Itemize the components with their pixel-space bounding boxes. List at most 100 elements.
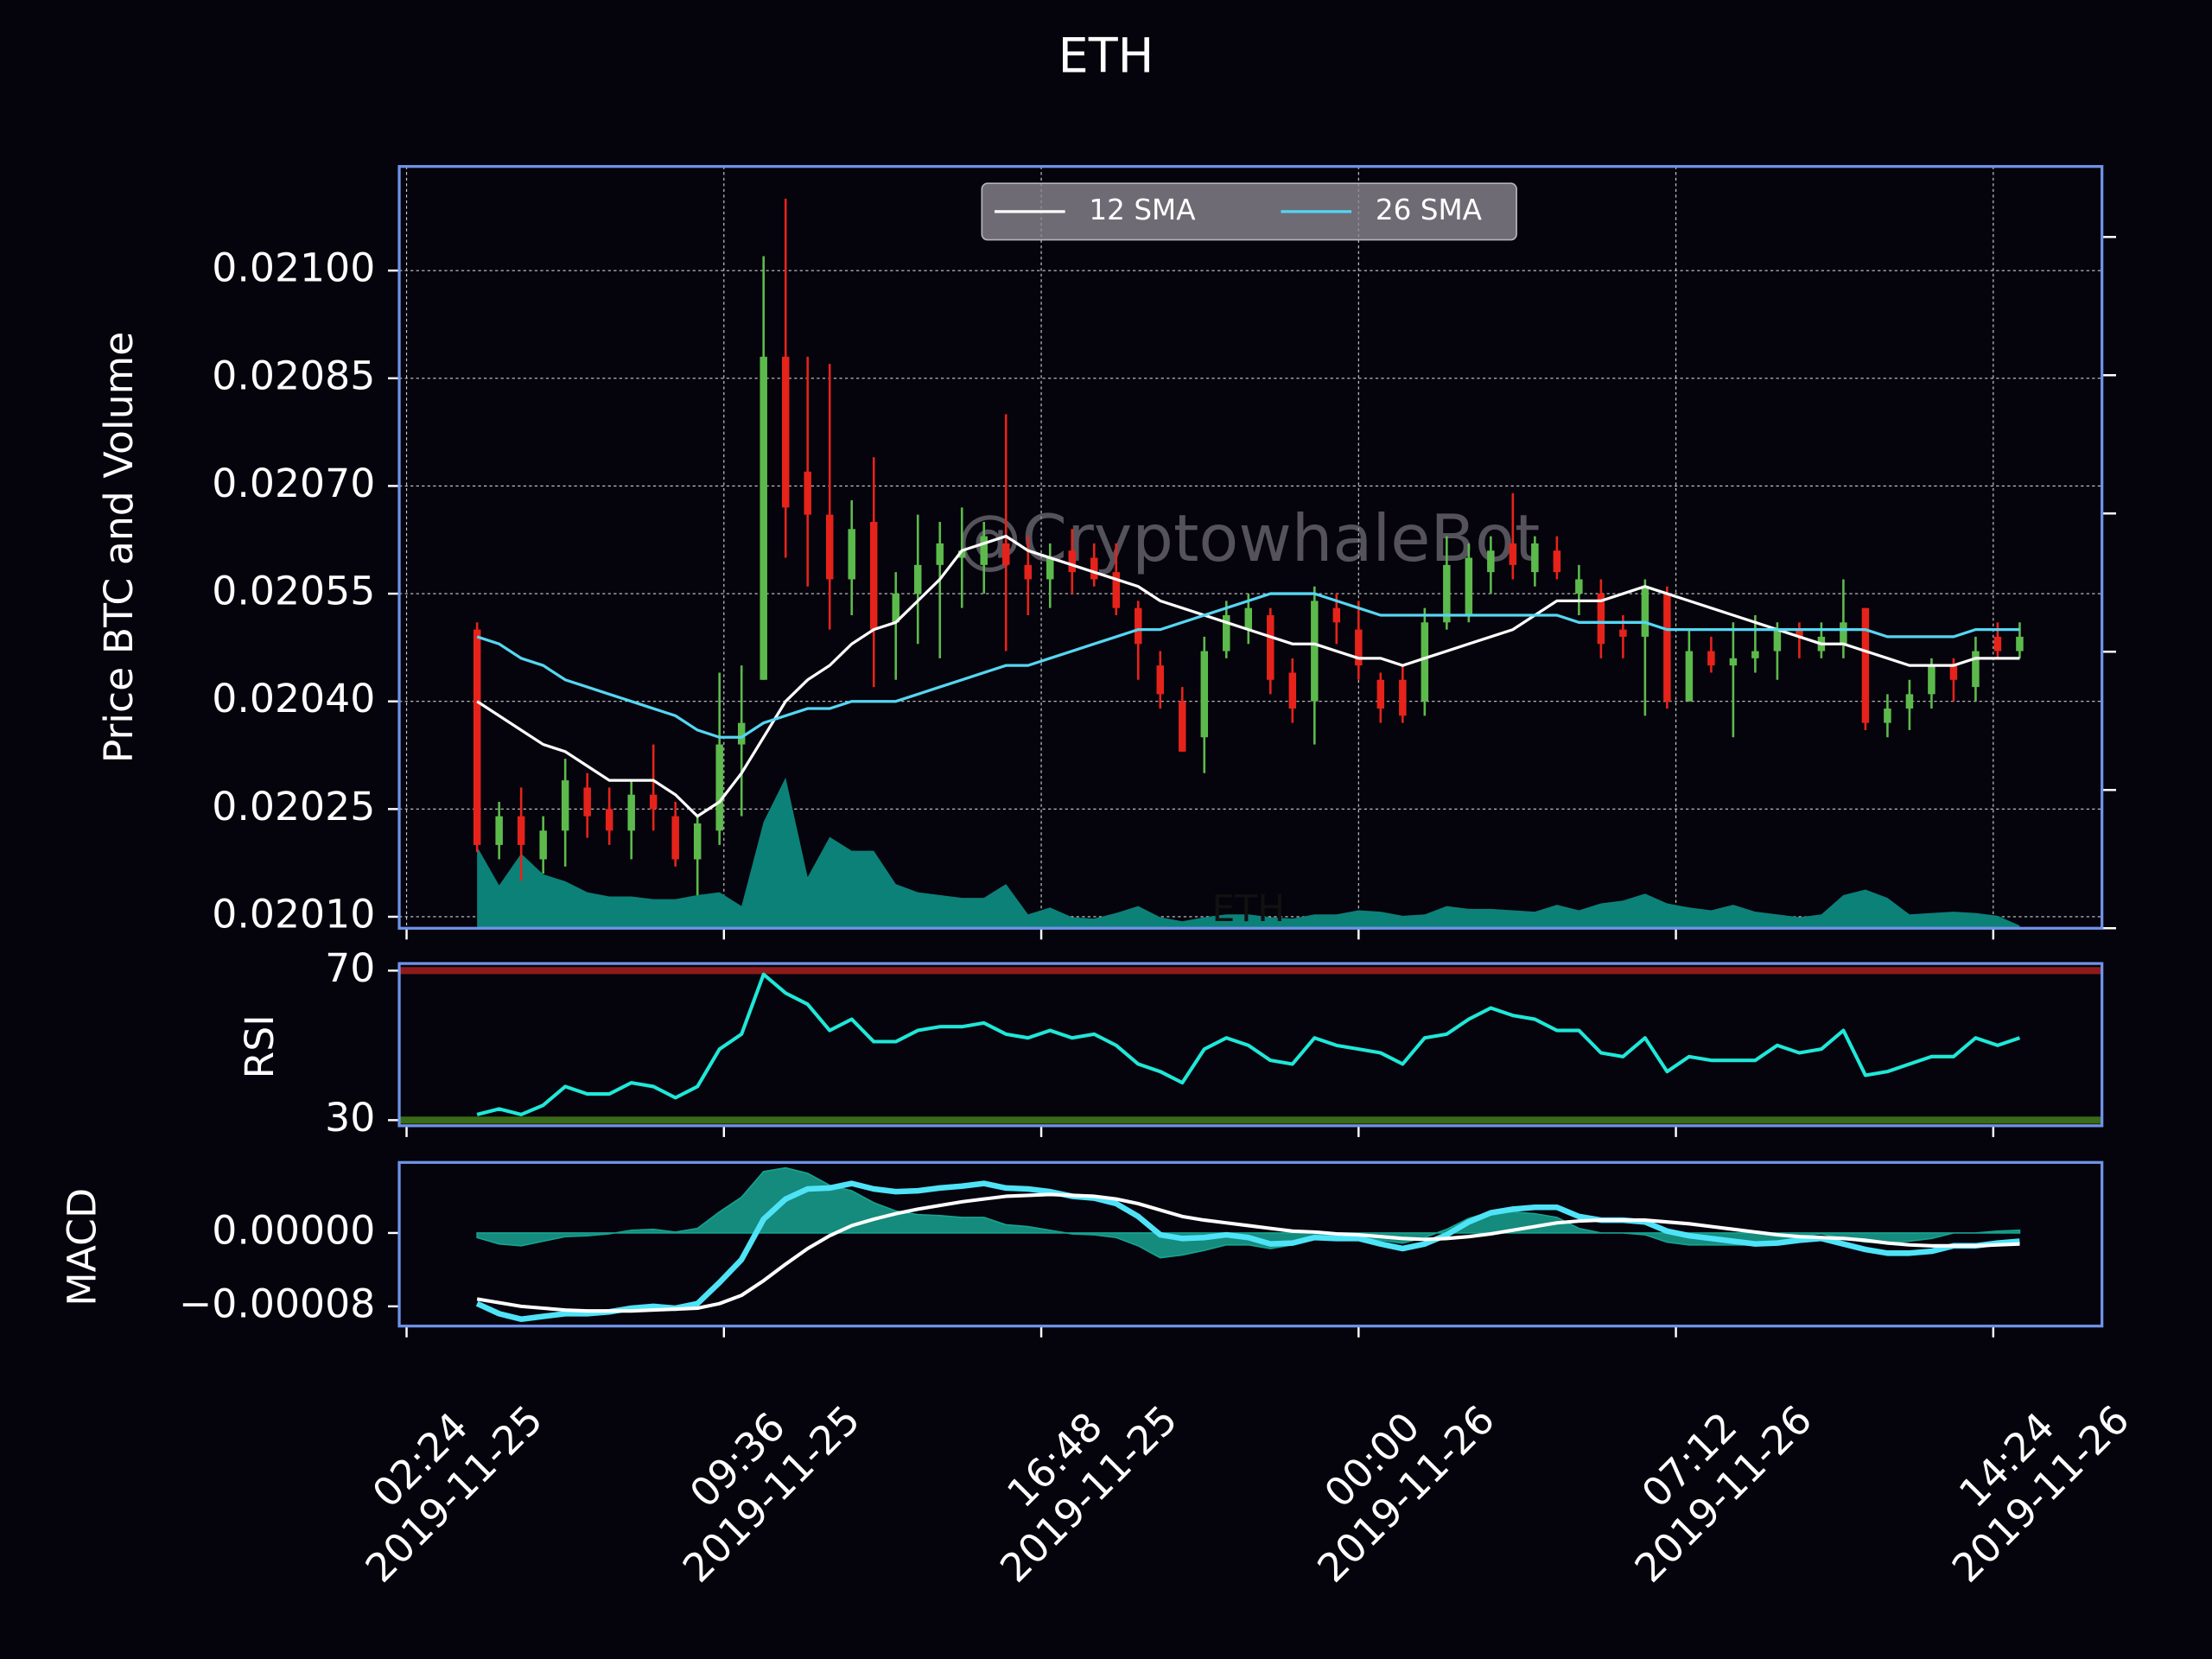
panel-frame (397, 1160, 2104, 1328)
legend: 12 SMA 26 SMA (981, 182, 1517, 241)
indicator-line (476, 1192, 2020, 1313)
candle-body (892, 594, 899, 623)
sma-line (476, 534, 2020, 818)
candle-body (781, 356, 790, 508)
chart-title: ETH (1058, 29, 1154, 85)
candle-body (1332, 607, 1341, 623)
y-tick-label: 0.02010 (212, 891, 375, 937)
candle-body (583, 787, 591, 817)
sma-line (476, 592, 2020, 739)
panel-frame (397, 165, 2104, 930)
y-axis-label: MACD (59, 1188, 105, 1306)
candle-body (848, 529, 855, 580)
candle-body (473, 629, 481, 845)
candle-body (1002, 543, 1010, 565)
panel-frame (397, 962, 2104, 1128)
candle-body (1421, 622, 1429, 702)
y-tick-label: 0.00000 (212, 1207, 375, 1253)
candle-body (1156, 665, 1165, 695)
candle-body (2016, 636, 2024, 652)
indicator-line (475, 1180, 2020, 1322)
candle-body (1244, 607, 1253, 630)
candle-body (1311, 601, 1319, 702)
candle-body (1707, 651, 1715, 666)
candle-body (1487, 550, 1495, 573)
candle-body (517, 816, 525, 845)
candle-body (737, 722, 746, 745)
candle-body (1884, 709, 1891, 723)
candle-body (957, 550, 966, 558)
candle-body (1597, 594, 1605, 645)
y-tick-label: 0.02040 (212, 676, 375, 721)
candle-body (1553, 550, 1561, 573)
candle-body (715, 744, 723, 831)
candle-body (693, 823, 702, 860)
candle-body (1905, 694, 1914, 709)
candle-body (1288, 672, 1297, 709)
candle-body (1685, 651, 1694, 702)
candle-body (804, 471, 811, 515)
candle-body (1972, 651, 1980, 688)
candle-body (1663, 594, 1671, 702)
candle-body (1619, 629, 1627, 637)
candle-body (561, 780, 569, 831)
candle-body (1090, 557, 1098, 580)
candle-body (1751, 651, 1759, 658)
y-axis-label: RSI (237, 1014, 283, 1078)
candle-body (913, 564, 922, 594)
y-tick-label: 0.02025 (212, 784, 375, 830)
candle-body (1399, 679, 1407, 716)
candle-body (1355, 629, 1363, 666)
candle-body (495, 816, 503, 845)
candle-body (1861, 607, 1870, 723)
inner-label: ETH (1212, 888, 1286, 931)
legend-label: 26 SMA (1376, 194, 1483, 226)
candle-body (627, 794, 635, 831)
y-tick-label: 0.02085 (212, 353, 375, 398)
candle-body (1575, 579, 1583, 594)
candle-body (1928, 665, 1936, 695)
legend-label: 12 SMA (1089, 194, 1196, 226)
candle-body (1200, 651, 1209, 738)
y-tick-label: 0.02100 (212, 245, 375, 291)
candle-body (1376, 679, 1385, 709)
candle-body (1796, 629, 1803, 637)
y-tick-label: 70 (325, 945, 375, 991)
candle-body (1135, 607, 1142, 645)
candle-body (1993, 636, 2002, 652)
candle-body (1949, 665, 1958, 680)
legend-box (981, 182, 1517, 241)
candle-body (760, 356, 767, 680)
volume-area (477, 777, 2020, 929)
candle-body (825, 514, 834, 580)
candle-body (1641, 586, 1649, 637)
candle-body (1509, 543, 1517, 565)
candle-body (1443, 564, 1451, 623)
watermark: @CryptowhaleBot (957, 500, 1540, 576)
candle-body (1112, 572, 1121, 608)
candle-body (869, 521, 878, 630)
y-tick-label: 0.02070 (212, 461, 375, 506)
candle-body (1068, 550, 1077, 573)
candle-body (1729, 658, 1738, 666)
candle-body (1267, 614, 1274, 680)
candle-body (649, 794, 658, 810)
indicator-line (476, 972, 2021, 1116)
candle-body (605, 809, 613, 831)
candle-body (1046, 557, 1054, 580)
y-tick-label: 0.02055 (212, 569, 375, 614)
candle-body (980, 536, 988, 565)
candle-body (1465, 557, 1473, 615)
candle-body (1840, 622, 1847, 645)
y-tick-label: 30 (325, 1095, 375, 1141)
candle-body (936, 543, 944, 565)
candle-body (1531, 543, 1539, 573)
candle-body (1223, 614, 1230, 652)
y-tick-label: −0.00008 (179, 1281, 375, 1326)
candle-body (539, 830, 547, 860)
candle-body (671, 816, 679, 860)
y-axis-label: Price BTC and Volume (96, 332, 142, 764)
candle-body (1773, 629, 1782, 652)
